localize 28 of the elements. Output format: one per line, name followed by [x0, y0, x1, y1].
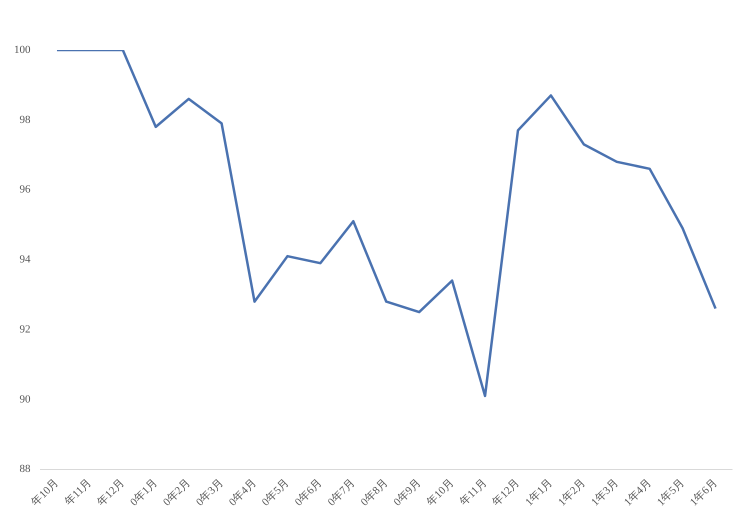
x-tick-label: 1年3月	[589, 476, 621, 508]
x-tick-label: 0年1月	[128, 476, 160, 508]
x-tick-label: 1年2月	[556, 476, 588, 508]
x-tick-label: 年11月	[62, 476, 94, 508]
x-tick-label: 0年8月	[358, 476, 390, 508]
y-tick-label: 88	[20, 463, 31, 476]
x-tick-label: 年11月	[458, 476, 490, 508]
x-tick-label: 0年4月	[226, 476, 259, 508]
x-tick-label: 0年5月	[260, 476, 292, 508]
y-tick-label: 100	[14, 44, 31, 56]
y-tick-label: 98	[20, 114, 31, 126]
x-tick-label: 0年2月	[161, 476, 193, 508]
x-tick-label: 0年9月	[392, 476, 424, 508]
x-tick-label: 1年4月	[622, 476, 654, 508]
x-tick-label: 1年1月	[523, 476, 556, 508]
x-tick-label: 年12月	[95, 476, 127, 508]
y-tick-label: 96	[20, 184, 31, 196]
x-tick-label: 年10月	[29, 476, 62, 508]
x-tick-label: 1年5月	[654, 476, 687, 508]
y-tick-label: 94	[20, 254, 31, 266]
x-tick-label: 0年6月	[292, 476, 325, 508]
y-tick-label: 90	[20, 393, 31, 406]
x-tick-label: 年10月	[424, 476, 456, 508]
y-tick-label: 92	[20, 323, 30, 336]
x-tick-label: 0年3月	[194, 476, 226, 508]
x-tick-label: 1年6月	[688, 476, 720, 508]
x-tick-label: 年12月	[490, 476, 522, 508]
x-tick-label: 0年7月	[326, 476, 358, 508]
